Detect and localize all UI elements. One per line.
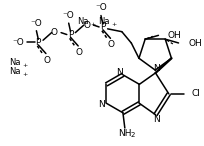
Text: O: O [83,21,90,29]
Text: ⁻O: ⁻O [63,11,75,20]
Text: O: O [108,40,115,49]
Text: +: + [22,72,28,77]
Text: Cl: Cl [192,89,201,98]
Text: N: N [98,100,105,109]
Text: OH: OH [168,31,182,40]
Text: N: N [153,115,160,124]
Text: O: O [51,28,58,37]
Text: N: N [116,68,122,77]
Text: NH: NH [118,129,132,138]
Text: Na: Na [9,58,20,67]
Text: P: P [68,30,73,39]
Text: ⁻O: ⁻O [12,38,24,47]
Text: Na: Na [98,17,110,26]
Text: 2: 2 [130,132,135,138]
Text: ⁻O: ⁻O [31,19,42,28]
Text: O: O [76,48,83,57]
Text: Na: Na [9,67,20,77]
Text: Na: Na [77,17,89,26]
Text: N: N [153,64,160,73]
Text: P: P [36,38,41,47]
Text: O: O [43,56,50,65]
Text: ⁻O: ⁻O [95,4,107,12]
Text: +: + [91,22,96,27]
Text: +: + [112,22,117,27]
Text: OH: OH [188,39,202,48]
Text: +: + [22,63,28,68]
Text: P: P [100,22,105,31]
